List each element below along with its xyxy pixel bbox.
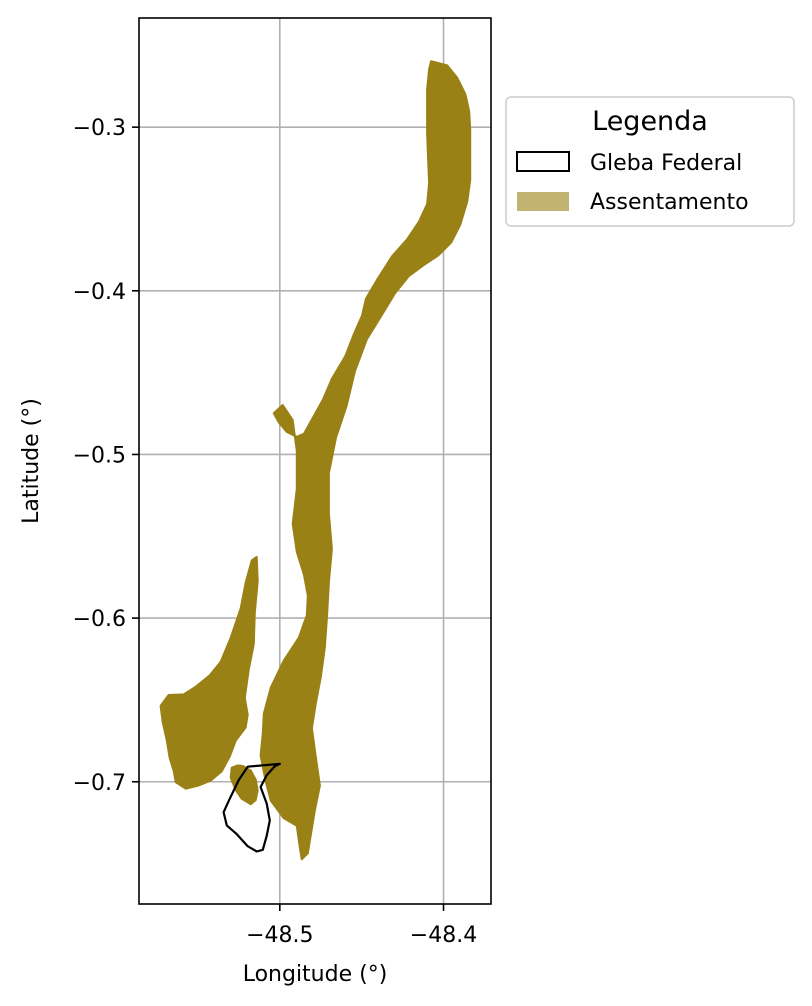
assentamento-polygon-1 xyxy=(159,555,259,790)
legend-label-gleba-federal: Gleba Federal xyxy=(590,151,742,176)
axes-frame xyxy=(138,17,492,905)
y-axis-label: Latitude (°) xyxy=(19,398,44,524)
legend-swatch-assentamento xyxy=(517,192,569,211)
legend: Legenda Gleba Federal Assentamento xyxy=(505,96,795,227)
gleba-federal-layer xyxy=(222,762,281,853)
y-tick-label-0: −0.3 xyxy=(73,116,126,141)
y-tick-label-1: −0.4 xyxy=(73,280,126,305)
y-tick-label-4: −0.7 xyxy=(73,771,126,796)
x-axis-ticks: −48.5 −48.4 xyxy=(246,904,477,948)
legend-label-assentamento: Assentamento xyxy=(590,190,749,215)
x-tick-label-0: −48.5 xyxy=(246,923,313,948)
assentamento-polygon-0 xyxy=(259,60,472,861)
y-tick-label-2: −0.5 xyxy=(73,443,126,468)
assentamento-layer xyxy=(159,60,472,861)
legend-swatch-gleba-federal xyxy=(516,151,570,172)
plot-area xyxy=(138,17,492,905)
gleba-federal-polygon-0 xyxy=(222,762,281,853)
legend-box xyxy=(505,96,795,227)
legend-title: Legenda xyxy=(592,106,708,137)
y-axis-ticks: −0.3 −0.4 −0.5 −0.6 −0.7 xyxy=(73,116,139,796)
x-axis-label: Longitude (°) xyxy=(243,962,388,987)
x-tick-label-1: −48.4 xyxy=(410,923,477,948)
y-tick-label-3: −0.6 xyxy=(73,607,126,632)
